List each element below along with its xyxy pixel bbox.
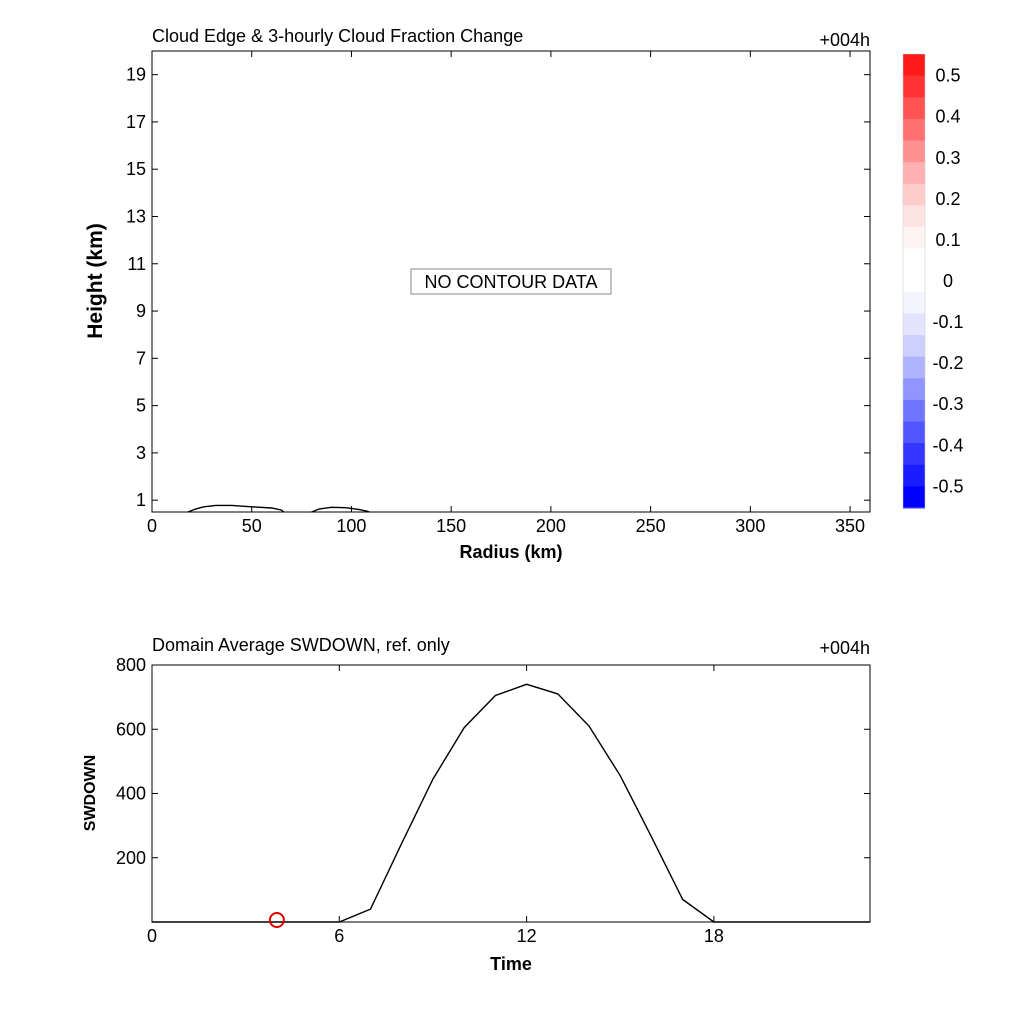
y-tick-label: 3: [136, 443, 146, 463]
colorbar-swatch: [903, 226, 925, 250]
x-tick-label: 100: [336, 516, 366, 536]
panel2-time-label: +004h: [819, 638, 870, 658]
x-tick-label: 6: [334, 926, 344, 946]
colorbar-swatch: [903, 335, 925, 358]
x-tick-label: 18: [704, 926, 724, 946]
swdown-panel: Domain Average SWDOWN, ref. only +004h 0…: [82, 635, 871, 974]
y-tick-label: 9: [136, 301, 146, 321]
colorbar-label: -0.2: [932, 353, 963, 373]
y-tick-label: 1: [136, 490, 146, 510]
x-tick-label: 0: [147, 926, 157, 946]
colorbar-swatch: [903, 291, 925, 315]
colorbar-swatch: [903, 464, 925, 487]
colorbar-swatch: [903, 486, 925, 509]
panel2-x-axis: 0 6 12 18: [147, 665, 724, 946]
colorbar-swatch: [903, 183, 925, 206]
panel1-y-label: Height (km): [84, 223, 107, 339]
panel1-time-label: +004h: [819, 30, 870, 50]
y-tick-label: 11: [127, 254, 146, 274]
colorbar-swatch: [903, 248, 925, 271]
y-tick-label: 17: [126, 112, 146, 132]
colorbar-swatch: [903, 421, 925, 444]
colorbar-label: 0.2: [935, 189, 960, 209]
y-tick-label: 600: [116, 719, 146, 739]
colorbar-label: -0.4: [932, 435, 963, 455]
colorbar-swatch: [903, 270, 925, 293]
colorbar-swatch: [903, 399, 925, 423]
panel1-x-label: Radius (km): [459, 542, 562, 562]
colorbar-swatch: [903, 313, 925, 336]
colorbar-swatch: [903, 443, 925, 466]
panel2-y-label: SWDOWN: [82, 755, 99, 831]
panel1-x-axis: 0 50 100 150 200 250 300 350: [147, 51, 865, 536]
y-tick-label: 13: [126, 206, 146, 226]
panel1-frame: [151, 50, 871, 513]
colorbar-swatch: [903, 118, 925, 142]
cloud-edge-contour-2: [311, 506, 370, 513]
cloud-edge-contours: [187, 504, 370, 513]
x-tick-label: 350: [835, 516, 865, 536]
current-time-marker: [268, 912, 285, 928]
x-tick-label: 200: [536, 516, 566, 536]
x-tick-label: 250: [636, 516, 666, 536]
cloud-fraction-panel: Cloud Edge & 3-hourly Cloud Fraction Cha…: [84, 26, 964, 562]
panel2-y-axis: 200 400 600 800: [116, 655, 870, 868]
colorbar-label: -0.3: [932, 394, 963, 414]
x-tick-label: 0: [147, 516, 157, 536]
colorbar-label: 0: [943, 271, 953, 291]
y-tick-label: 15: [126, 159, 146, 179]
y-tick-label: 5: [136, 396, 146, 416]
colorbar-swatch: [903, 378, 925, 401]
colorbar-swatch: [903, 140, 925, 163]
cloud-edge-contour-1: [187, 504, 285, 513]
panel2-title: Domain Average SWDOWN, ref. only: [152, 635, 450, 655]
colorbar-swatch: [903, 97, 925, 120]
colorbar-swatch: [903, 54, 925, 77]
colorbar-label: 0.4: [935, 107, 960, 127]
colorbar: 0.5 0.4 0.3 0.2 0.1 0 -0.1 -0.2 -0.3 -0.4 -0.5: [902, 53, 964, 509]
y-tick-label: 400: [116, 784, 146, 804]
x-tick-label: 150: [436, 516, 466, 536]
no-data-box: [410, 268, 612, 295]
colorbar-label: -0.1: [932, 312, 963, 332]
y-tick-label: 7: [136, 348, 146, 368]
colorbar-label: 0.1: [935, 230, 960, 250]
x-tick-label: 50: [242, 516, 262, 536]
swdown-line: [152, 683, 870, 923]
colorbar-swatch: [903, 162, 925, 185]
panel2-x-label: Time: [490, 954, 532, 974]
x-tick-label: 300: [735, 516, 765, 536]
x-tick-label: 12: [517, 926, 537, 946]
no-data-annotation: NO CONTOUR DATA: [424, 272, 597, 292]
colorbar-swatch: [903, 205, 925, 228]
y-tick-label: 200: [116, 848, 146, 868]
swdown-series: [152, 683, 870, 928]
colorbar-frame: [902, 53, 926, 509]
colorbar-label: 0.5: [935, 66, 960, 86]
panel1-title: Cloud Edge & 3-hourly Cloud Fraction Cha…: [152, 26, 523, 46]
colorbar-label: 0.3: [935, 148, 960, 168]
colorbar-swatch: [903, 356, 925, 379]
colorbar-swatch: [903, 75, 925, 98]
y-tick-label: 800: [116, 655, 146, 675]
y-tick-label: 19: [126, 65, 146, 85]
panel2-frame: [151, 664, 871, 923]
colorbar-label: -0.5: [932, 476, 963, 496]
